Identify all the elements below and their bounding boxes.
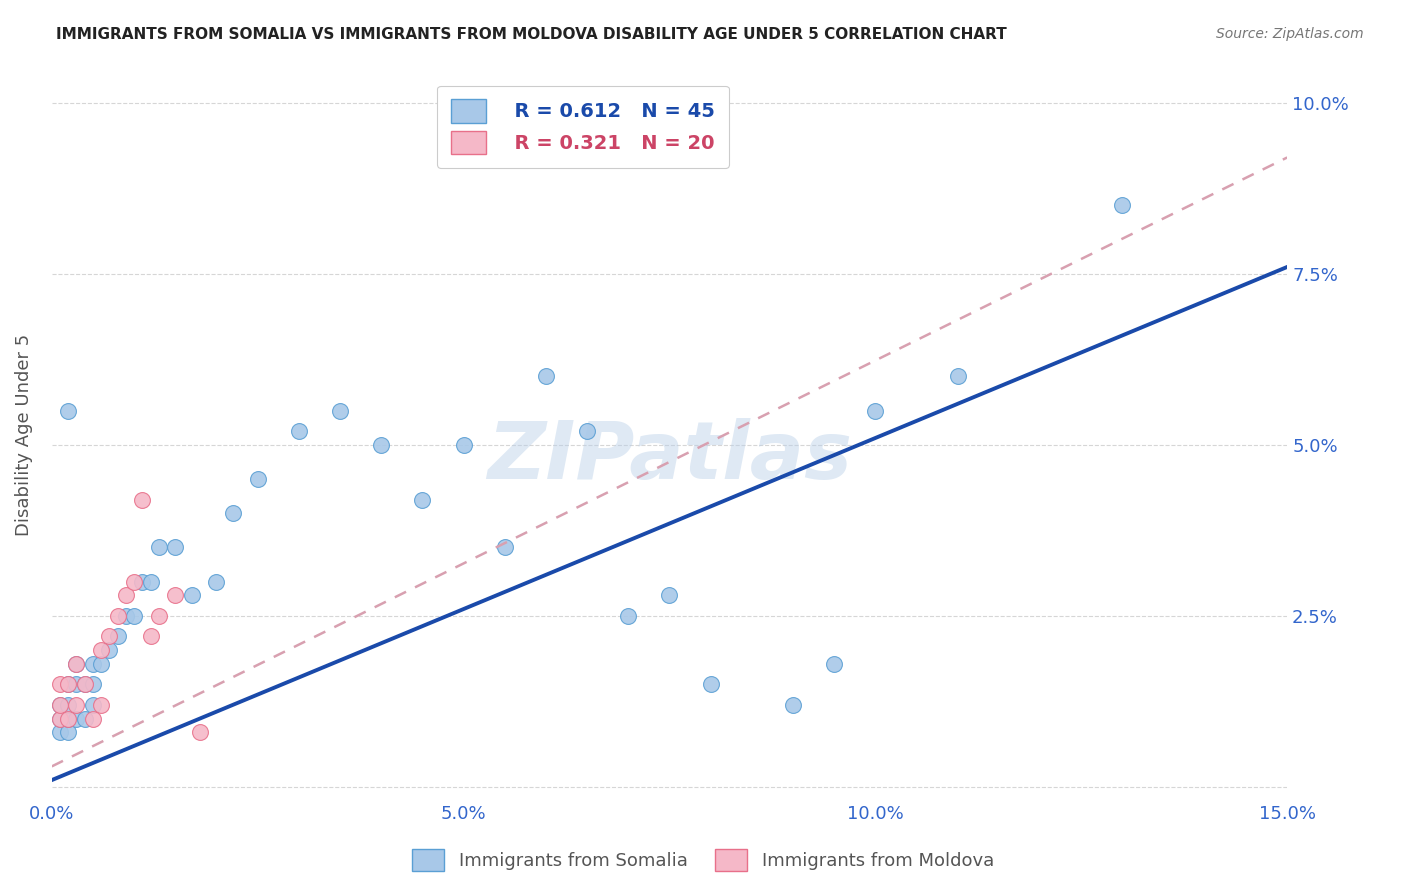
Legend: Immigrants from Somalia, Immigrants from Moldova: Immigrants from Somalia, Immigrants from… — [405, 842, 1001, 879]
Point — [122, 608, 145, 623]
Point — [494, 541, 516, 555]
Point — [180, 588, 202, 602]
Point — [49, 698, 72, 712]
Point — [165, 588, 187, 602]
Point — [139, 574, 162, 589]
Point — [98, 643, 121, 657]
Point — [139, 629, 162, 643]
Point — [617, 608, 640, 623]
Point — [73, 677, 96, 691]
Point — [1111, 198, 1133, 212]
Point — [82, 698, 104, 712]
Point — [58, 677, 80, 691]
Point — [49, 698, 72, 712]
Point — [90, 657, 112, 671]
Y-axis label: Disability Age Under 5: Disability Age Under 5 — [15, 334, 32, 536]
Point — [107, 629, 129, 643]
Point — [576, 424, 599, 438]
Point — [115, 608, 138, 623]
Point — [188, 725, 211, 739]
Point — [823, 657, 845, 671]
Point — [222, 506, 245, 520]
Point — [329, 403, 352, 417]
Point — [288, 424, 311, 438]
Point — [49, 712, 72, 726]
Point — [370, 438, 392, 452]
Point — [49, 677, 72, 691]
Point — [148, 608, 170, 623]
Point — [82, 677, 104, 691]
Point — [58, 677, 80, 691]
Point — [90, 698, 112, 712]
Point — [49, 712, 72, 726]
Point — [82, 712, 104, 726]
Point — [65, 657, 87, 671]
Point — [148, 541, 170, 555]
Text: ZIPatlas: ZIPatlas — [486, 417, 852, 496]
Point — [65, 657, 87, 671]
Point — [58, 712, 80, 726]
Point — [411, 492, 433, 507]
Point — [865, 403, 887, 417]
Point — [65, 698, 87, 712]
Point — [90, 643, 112, 657]
Point — [65, 677, 87, 691]
Point — [534, 369, 557, 384]
Point — [165, 541, 187, 555]
Point — [122, 574, 145, 589]
Point — [782, 698, 804, 712]
Point — [58, 403, 80, 417]
Point — [658, 588, 681, 602]
Legend:   R = 0.612   N = 45,   R = 0.321   N = 20: R = 0.612 N = 45, R = 0.321 N = 20 — [437, 86, 728, 168]
Point — [73, 712, 96, 726]
Point — [205, 574, 228, 589]
Point — [131, 492, 153, 507]
Point — [58, 712, 80, 726]
Point — [58, 698, 80, 712]
Point — [58, 725, 80, 739]
Point — [98, 629, 121, 643]
Point — [131, 574, 153, 589]
Point — [65, 712, 87, 726]
Point — [82, 657, 104, 671]
Point — [946, 369, 969, 384]
Point — [246, 472, 269, 486]
Text: Source: ZipAtlas.com: Source: ZipAtlas.com — [1216, 27, 1364, 41]
Point — [453, 438, 475, 452]
Point — [115, 588, 138, 602]
Text: IMMIGRANTS FROM SOMALIA VS IMMIGRANTS FROM MOLDOVA DISABILITY AGE UNDER 5 CORREL: IMMIGRANTS FROM SOMALIA VS IMMIGRANTS FR… — [56, 27, 1007, 42]
Point — [49, 725, 72, 739]
Point — [699, 677, 721, 691]
Point — [107, 608, 129, 623]
Point — [73, 677, 96, 691]
